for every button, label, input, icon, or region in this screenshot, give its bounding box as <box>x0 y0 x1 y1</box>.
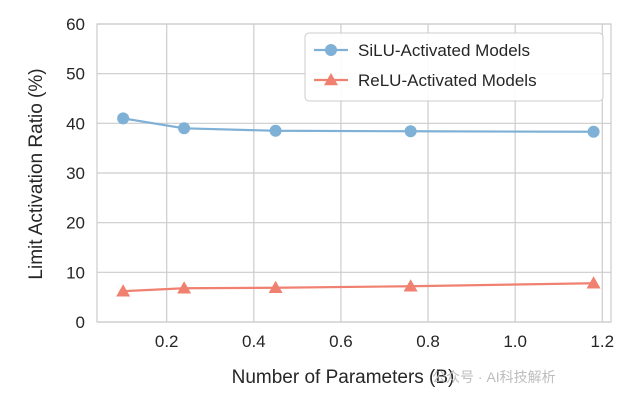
legend-box <box>304 32 604 102</box>
legend-label: SiLU-Activated Models <box>358 41 530 60</box>
x-tick-label: 0.4 <box>242 332 266 351</box>
legend-item-relu: ReLU-Activated Models <box>314 71 537 90</box>
data-point-silu <box>587 125 600 138</box>
y-axis-label: Limit Activation Ratio (%) <box>26 68 47 279</box>
data-point-silu <box>269 124 282 137</box>
x-tick-label: 1.2 <box>590 332 614 351</box>
data-point-relu <box>586 276 601 289</box>
plot-frame <box>96 23 612 323</box>
y-tick-label: 10 <box>66 263 85 282</box>
legend-marker <box>325 44 337 56</box>
legend-label: ReLU-Activated Models <box>358 71 537 90</box>
y-tick-label: 60 <box>66 15 85 34</box>
x-tick-label: 0.8 <box>416 332 440 351</box>
series-line-relu <box>123 282 594 293</box>
series-relu <box>116 276 601 297</box>
x-tick-label: 1.0 <box>503 332 527 351</box>
data-point-relu <box>403 279 418 292</box>
series-line-silu <box>122 117 594 133</box>
data-point-relu <box>116 284 131 297</box>
data-point-relu <box>177 281 192 294</box>
y-axis-ticks: 0 10 20 30 40 50 60 <box>66 15 85 332</box>
legend-marker <box>324 73 338 86</box>
y-tick-label: 20 <box>66 214 85 233</box>
x-axis-label: Number of Parameters (B) <box>232 367 455 388</box>
data-point-silu <box>178 122 191 135</box>
y-tick-label: 40 <box>66 114 85 133</box>
y-tick-label: 0 <box>76 313 85 332</box>
series-silu <box>117 112 600 138</box>
series <box>116 112 601 297</box>
data-point-silu <box>404 125 417 138</box>
legend-item-silu: SiLU-Activated Models <box>314 41 530 60</box>
legend: SiLU-Activated Models ReLU-Activated Mode… <box>304 32 604 102</box>
data-point-relu <box>268 280 283 293</box>
x-axis-ticks: 0.2 0.4 0.6 0.8 1.0 1.2 <box>155 332 614 351</box>
y-tick-label: 30 <box>66 164 85 183</box>
y-tick-label: 50 <box>66 65 85 84</box>
watermark-text: 公众号 · AI科技解析 <box>432 369 556 385</box>
data-point-silu <box>117 112 130 125</box>
x-tick-label: 0.2 <box>155 332 179 351</box>
x-tick-label: 0.6 <box>329 332 353 351</box>
